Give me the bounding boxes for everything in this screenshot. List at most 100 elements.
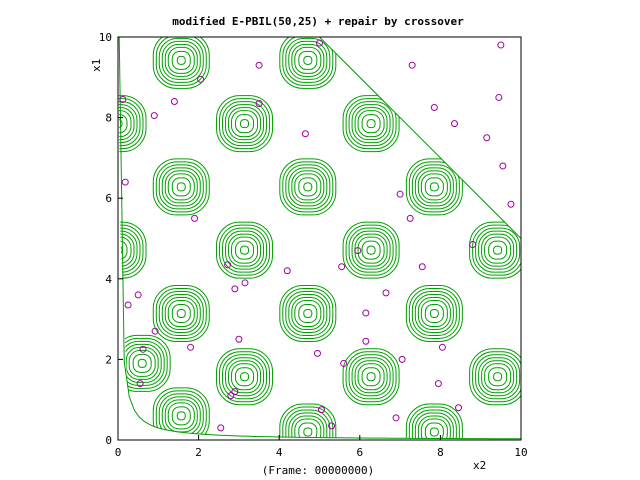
contour-peak <box>152 387 210 439</box>
plot-frame <box>117 36 522 441</box>
contour-line <box>158 290 204 336</box>
population-point <box>354 247 362 255</box>
contour-line <box>225 230 265 270</box>
contour-line <box>216 348 274 406</box>
contour-line <box>155 161 207 213</box>
contour-line <box>298 50 318 70</box>
contour-line <box>351 357 391 397</box>
contour-line <box>155 37 207 86</box>
contour-line <box>228 360 262 394</box>
contour-line <box>171 406 191 426</box>
population-point <box>455 404 463 412</box>
contour-line <box>288 412 328 439</box>
contour-line <box>285 409 331 439</box>
contour-line <box>417 415 451 439</box>
population-point <box>170 97 178 105</box>
contour-line <box>354 233 388 267</box>
contour-line <box>361 114 381 134</box>
contour-layer <box>118 37 521 439</box>
contour-line <box>414 293 454 333</box>
contour-line <box>366 119 376 129</box>
contour-line <box>484 236 512 264</box>
x-tick-label: 10 <box>514 446 527 459</box>
contour-line <box>279 158 337 216</box>
y-tick-label: 2 <box>105 353 112 366</box>
contour-line <box>294 173 322 201</box>
contour-line <box>118 334 171 392</box>
contour-line <box>231 363 259 391</box>
contour-line <box>414 167 454 207</box>
contour-line <box>235 240 255 260</box>
population-point <box>316 39 323 47</box>
contour-line <box>291 170 325 204</box>
contour-line <box>303 182 313 192</box>
contour-peak <box>279 284 337 342</box>
contour-line <box>429 427 439 437</box>
population-point <box>301 130 309 138</box>
contour-line <box>298 177 318 197</box>
contour-line <box>118 114 128 134</box>
population-point <box>438 343 446 351</box>
contour-line <box>405 284 463 342</box>
contour-line <box>303 308 313 318</box>
contour-line <box>152 37 210 89</box>
contour-line <box>118 98 144 150</box>
contour-line <box>164 296 198 330</box>
contour-line <box>176 55 186 65</box>
y-tick-label: 4 <box>105 273 112 286</box>
population-point <box>499 162 507 170</box>
population-point <box>121 178 129 186</box>
contour-line <box>294 46 322 74</box>
contour-line <box>152 284 210 342</box>
contour-line <box>137 358 147 368</box>
population-point <box>151 327 159 335</box>
contour-line <box>118 227 141 273</box>
population-point <box>313 349 321 357</box>
contour-peak <box>216 95 274 153</box>
x-tick-label: 2 <box>195 446 202 459</box>
population-point <box>119 95 127 103</box>
contour-peak <box>405 158 463 216</box>
contour-line <box>429 308 439 318</box>
x-tick-label: 8 <box>437 446 444 459</box>
contour-peak <box>469 221 521 279</box>
contour-line <box>342 95 400 153</box>
contour-line <box>164 170 198 204</box>
population-point <box>318 406 326 414</box>
contour-peak <box>342 221 400 279</box>
contour-line <box>288 40 328 80</box>
population-point <box>328 422 336 430</box>
contour-line <box>231 110 259 138</box>
contour-line <box>155 390 207 439</box>
contour-line <box>219 224 271 276</box>
contour-line <box>420 173 448 201</box>
y-tick-label: 10 <box>99 31 112 44</box>
chart-title: modified E-PBIL(50,25) + repair by cross… <box>172 15 464 28</box>
contour-line <box>282 37 334 86</box>
contour-line <box>118 240 128 260</box>
contour-line <box>361 367 381 387</box>
contour-line <box>342 348 400 406</box>
population-point <box>382 289 390 297</box>
contour-peak <box>118 334 171 392</box>
contour-peak <box>118 221 147 279</box>
contour-line <box>424 177 444 197</box>
contour-peak <box>469 348 521 406</box>
contour-line <box>161 40 201 80</box>
contour-line <box>475 227 521 273</box>
contour-line <box>348 101 394 147</box>
population-point <box>191 214 199 222</box>
contour-line <box>118 230 138 270</box>
contour-line <box>351 230 391 270</box>
contour-line <box>348 227 394 273</box>
contour-line <box>118 119 123 129</box>
contour-peak <box>342 348 400 406</box>
contour-line <box>167 402 195 430</box>
contour-line <box>167 299 195 327</box>
contour-line <box>291 415 325 439</box>
contour-line <box>481 360 515 394</box>
contour-line <box>417 170 451 204</box>
contour-line <box>285 37 331 83</box>
x-tick-label: 6 <box>356 446 363 459</box>
